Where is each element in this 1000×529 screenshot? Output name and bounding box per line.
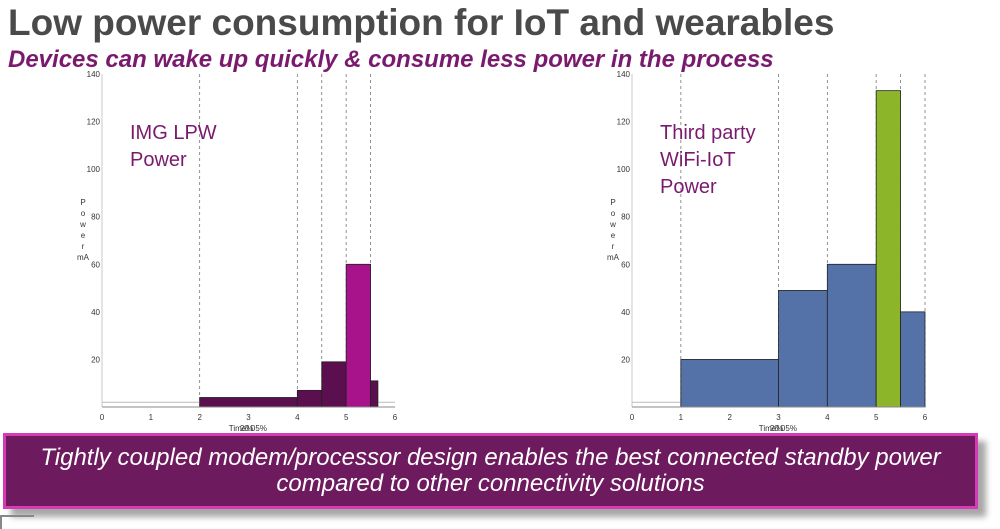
chart-inset-label: Power <box>130 149 187 171</box>
x-axis-overlay-label: 20.05% <box>770 424 797 433</box>
footer-logo <box>0 515 34 529</box>
y-axis-label-char: mA <box>77 253 90 262</box>
y-axis-label-char: o <box>611 209 616 218</box>
chart-third-party-wifi-iot-power: 20 40 60 80 100 120 140 0 1 2 3 4 5 6 Time%20.05% Power… <box>607 70 928 433</box>
x-axis-overlay-label: 20.05% <box>240 424 267 433</box>
x-axis-label: Time% <box>229 424 254 433</box>
power-bar <box>370 380 379 408</box>
x-tick-label: 0 <box>100 413 105 422</box>
chart-inset-label: IMG LPW <box>130 122 217 144</box>
y-axis-label-char: P <box>80 198 85 207</box>
chart-inset-label: Power <box>660 176 717 198</box>
x-tick-label: 3 <box>776 413 781 422</box>
y-tick-label: 20 <box>621 355 630 364</box>
y-tick-label: 120 <box>617 118 631 127</box>
x-tick-label: 6 <box>923 413 928 422</box>
y-tick-label: 80 <box>91 213 100 222</box>
y-tick-label: 100 <box>87 165 101 174</box>
banner-text: Tightly coupled modem/processor design e… <box>40 444 941 497</box>
summary-banner: Tightly coupled modem/processor design e… <box>3 433 978 509</box>
x-tick-label: 3 <box>246 413 251 422</box>
slide-title: Low power consumption for IoT and wearab… <box>8 2 835 43</box>
y-axis-label-char: e <box>611 231 616 240</box>
y-axis-label-char: w <box>79 220 86 229</box>
x-tick-label: 4 <box>295 413 300 422</box>
x-tick-label: 6 <box>393 413 398 422</box>
slide-subtitle: Devices can wake up quickly & consume le… <box>8 46 774 73</box>
x-tick-label: 1 <box>679 413 684 422</box>
y-tick-label: 80 <box>621 213 630 222</box>
y-tick-label: 40 <box>91 308 100 317</box>
y-tick-label: 40 <box>621 308 630 317</box>
y-tick-label: 60 <box>621 260 630 269</box>
chart-inset-label: Third party <box>660 122 756 144</box>
x-axis-label: Time% <box>759 424 784 433</box>
y-tick-label: 20 <box>91 355 100 364</box>
chart-img-lpw-power: 20 40 60 80 100 120 140 0 1 2 3 4 5 6 Time%20.05% Power… <box>77 70 398 433</box>
x-tick-label: 4 <box>825 413 830 422</box>
x-tick-label: 0 <box>630 413 635 422</box>
y-axis-label-char: r <box>612 242 615 251</box>
power-bar <box>680 359 779 408</box>
power-bar <box>778 290 828 408</box>
chart-inset-label: WiFi-IoT <box>660 149 736 171</box>
x-tick-label: 2 <box>727 413 732 422</box>
power-bar <box>321 361 347 408</box>
power-bar <box>875 90 901 408</box>
power-bar <box>826 263 877 408</box>
x-tick-label: 5 <box>874 413 879 422</box>
y-tick-label: 60 <box>91 260 100 269</box>
y-axis-label-char: w <box>609 220 616 229</box>
power-bar <box>345 263 371 408</box>
power-bar <box>900 311 926 408</box>
y-axis-label-char: e <box>81 231 86 240</box>
y-tick-label: 100 <box>617 165 631 174</box>
x-tick-label: 5 <box>344 413 349 422</box>
y-axis-label-char: P <box>610 198 615 207</box>
power-bar <box>199 397 298 408</box>
y-tick-label: 140 <box>87 70 101 79</box>
y-axis-label-char: o <box>81 209 86 218</box>
y-tick-label: 140 <box>617 70 631 79</box>
x-tick-label: 2 <box>197 413 202 422</box>
y-axis-label-char: mA <box>607 253 620 262</box>
x-tick-label: 1 <box>149 413 154 422</box>
power-bar <box>296 389 323 408</box>
y-tick-label: 120 <box>87 118 101 127</box>
y-axis-label-char: r <box>82 242 85 251</box>
